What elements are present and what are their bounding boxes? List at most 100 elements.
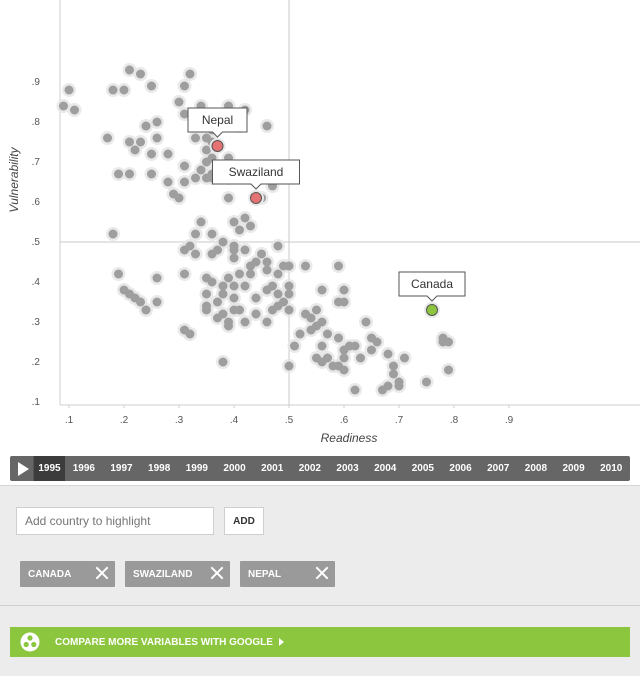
plot-area	[60, 0, 640, 405]
x-tick-label: .9	[505, 415, 514, 426]
data-point	[229, 253, 239, 263]
data-point	[224, 273, 233, 283]
year-2006[interactable]: 2006	[449, 463, 472, 474]
x-tick-label: .3	[175, 415, 184, 426]
highlight-point-swaziland	[250, 192, 262, 204]
year-2008[interactable]: 2008	[524, 463, 548, 474]
data-point	[218, 281, 228, 291]
data-point	[174, 193, 184, 203]
data-point	[185, 69, 195, 79]
year-2000[interactable]: 2000	[223, 463, 246, 474]
year-1995[interactable]: 1995	[34, 456, 65, 481]
data-point	[191, 229, 200, 239]
year-1999[interactable]: 1999	[185, 463, 208, 474]
add-button[interactable]: ADD	[224, 507, 264, 535]
data-point	[229, 281, 239, 291]
callout-label-nepal: Nepal	[202, 113, 233, 127]
data-point	[356, 353, 365, 363]
data-point	[273, 241, 283, 251]
data-point	[273, 289, 283, 299]
year-2010[interactable]: 2010	[600, 463, 623, 474]
data-point	[152, 297, 162, 307]
data-point	[301, 261, 310, 271]
data-point	[202, 305, 211, 315]
data-point	[185, 329, 195, 339]
data-point	[394, 381, 404, 391]
y-axis-title: Vulnerability	[7, 146, 21, 212]
data-point	[141, 305, 151, 315]
year-2001[interactable]: 2001	[261, 463, 284, 474]
compare-google-button[interactable]: COMPARE MORE VARIABLES WITH GOOGLE	[10, 627, 630, 657]
data-point	[108, 229, 118, 239]
remove-canada-icon[interactable]	[95, 566, 109, 580]
data-point	[262, 285, 272, 295]
data-point	[103, 133, 112, 143]
year-1997[interactable]: 1997	[110, 463, 133, 474]
data-point	[64, 85, 74, 95]
data-point	[147, 149, 156, 159]
data-point	[108, 85, 118, 95]
data-point	[202, 289, 211, 299]
data-point	[246, 269, 255, 279]
remove-nepal-icon[interactable]	[315, 566, 329, 580]
data-point	[339, 365, 349, 375]
year-2003[interactable]: 2003	[336, 463, 359, 474]
year-2004[interactable]: 2004	[374, 463, 397, 474]
data-point	[229, 217, 239, 227]
data-point	[114, 269, 123, 279]
remove-swaziland-icon[interactable]	[210, 566, 224, 580]
x-tick-label: .4	[230, 415, 239, 426]
data-point	[262, 265, 272, 275]
data-point	[180, 81, 189, 91]
callout-label-canada: Canada	[411, 277, 453, 291]
data-point	[235, 305, 244, 315]
year-2005[interactable]: 2005	[411, 463, 434, 474]
data-point	[136, 137, 145, 147]
year-2007[interactable]: 2007	[487, 463, 510, 474]
year-2009[interactable]: 2009	[562, 463, 585, 474]
play-button[interactable]	[10, 456, 34, 481]
y-tick-label: .4	[32, 277, 41, 288]
year-1998[interactable]: 1998	[148, 463, 171, 474]
x-tick-label: .5	[285, 415, 294, 426]
data-point	[284, 361, 294, 371]
year-2002[interactable]: 2002	[298, 463, 321, 474]
data-point	[218, 289, 228, 299]
data-point	[114, 169, 123, 179]
data-point	[361, 317, 371, 327]
x-axis-title: Readiness	[321, 431, 378, 445]
data-point	[284, 261, 294, 271]
data-point	[163, 177, 173, 187]
data-point	[185, 241, 195, 251]
data-point	[444, 365, 453, 375]
data-point	[196, 217, 206, 227]
scatter-chart: .1 .2 .3 .4 .5 .6 .7 .8 .9 .1 .2 .3 .4 .5 .6 .7 .8 .9 Read…	[7, 0, 640, 445]
data-point	[207, 277, 217, 287]
chip-canada: CANADA	[20, 561, 115, 587]
data-point	[213, 245, 222, 255]
y-tick-label: .2	[32, 357, 41, 368]
add-country-input[interactable]	[16, 507, 214, 535]
highlight-point-nepal	[211, 140, 224, 152]
data-point	[246, 221, 255, 231]
data-point	[284, 281, 294, 291]
y-tick-label: .3	[32, 317, 41, 328]
callout-box	[212, 159, 300, 190]
divider	[0, 605, 640, 606]
bottom-panel: ADD CANADA SWAZILAND NEPAL COMPARE MORE …	[0, 485, 640, 676]
highlight-point-canada	[426, 304, 438, 316]
compare-label: COMPARE MORE VARIABLES WITH GOOGLE	[55, 636, 273, 648]
data-point	[136, 297, 145, 307]
data-point	[240, 281, 250, 291]
data-point	[372, 337, 382, 347]
google-icon	[20, 632, 40, 652]
data-point	[141, 121, 151, 131]
data-point	[218, 357, 228, 367]
data-point	[284, 289, 294, 299]
data-point	[229, 245, 239, 255]
data-point	[383, 349, 393, 359]
data-point	[334, 261, 343, 271]
year-1996[interactable]: 1996	[72, 463, 95, 474]
chip-nepal: NEPAL	[240, 561, 335, 587]
data-point	[213, 313, 222, 323]
